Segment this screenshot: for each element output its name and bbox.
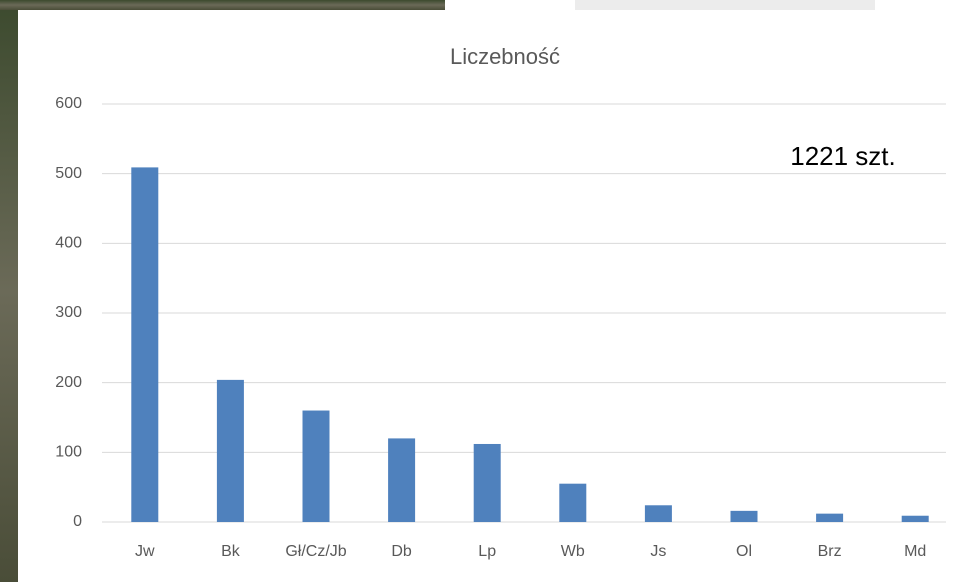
bar bbox=[131, 167, 158, 522]
y-tick-label: 500 bbox=[55, 165, 82, 182]
annotation: 1221 szt. bbox=[790, 141, 896, 171]
x-tick-label: Md bbox=[904, 543, 926, 560]
y-tick-label: 200 bbox=[55, 374, 82, 391]
photo-strip bbox=[0, 0, 18, 582]
x-tick-label: Ol bbox=[736, 543, 752, 560]
x-tick-label: Db bbox=[391, 543, 412, 560]
y-tick-label: 100 bbox=[55, 444, 82, 461]
page: Liczebność 1221 szt. 0 100 200 300 400 500 600… bbox=[0, 0, 968, 582]
bar bbox=[559, 484, 586, 522]
photo-strip-top bbox=[0, 0, 445, 10]
bar bbox=[474, 444, 501, 522]
y-tick-label: 300 bbox=[55, 304, 82, 321]
y-tick-label: 600 bbox=[55, 95, 82, 112]
bar bbox=[645, 505, 672, 522]
x-tick-label: Bk bbox=[221, 543, 241, 560]
x-tick-label: Brz bbox=[818, 543, 842, 560]
y-tick-label: 0 bbox=[73, 513, 82, 530]
chart-title: Liczebność bbox=[450, 44, 560, 69]
bar bbox=[303, 411, 330, 522]
x-tick-label: Js bbox=[650, 543, 666, 560]
bar bbox=[388, 438, 415, 522]
bar bbox=[816, 514, 843, 522]
bar bbox=[731, 511, 758, 522]
bar bbox=[217, 380, 244, 522]
x-tick-label: Gł/Cz/Jb bbox=[285, 543, 346, 560]
y-tick-label: 400 bbox=[55, 235, 82, 252]
toolbar-strip bbox=[575, 0, 875, 10]
x-tick-label: Wb bbox=[561, 543, 585, 560]
x-tick-label: Jw bbox=[135, 543, 155, 560]
x-tick-label: Lp bbox=[478, 543, 496, 560]
bar bbox=[902, 516, 929, 522]
chart: Liczebność 1221 szt. 0 100 200 300 400 500 600… bbox=[0, 0, 968, 582]
